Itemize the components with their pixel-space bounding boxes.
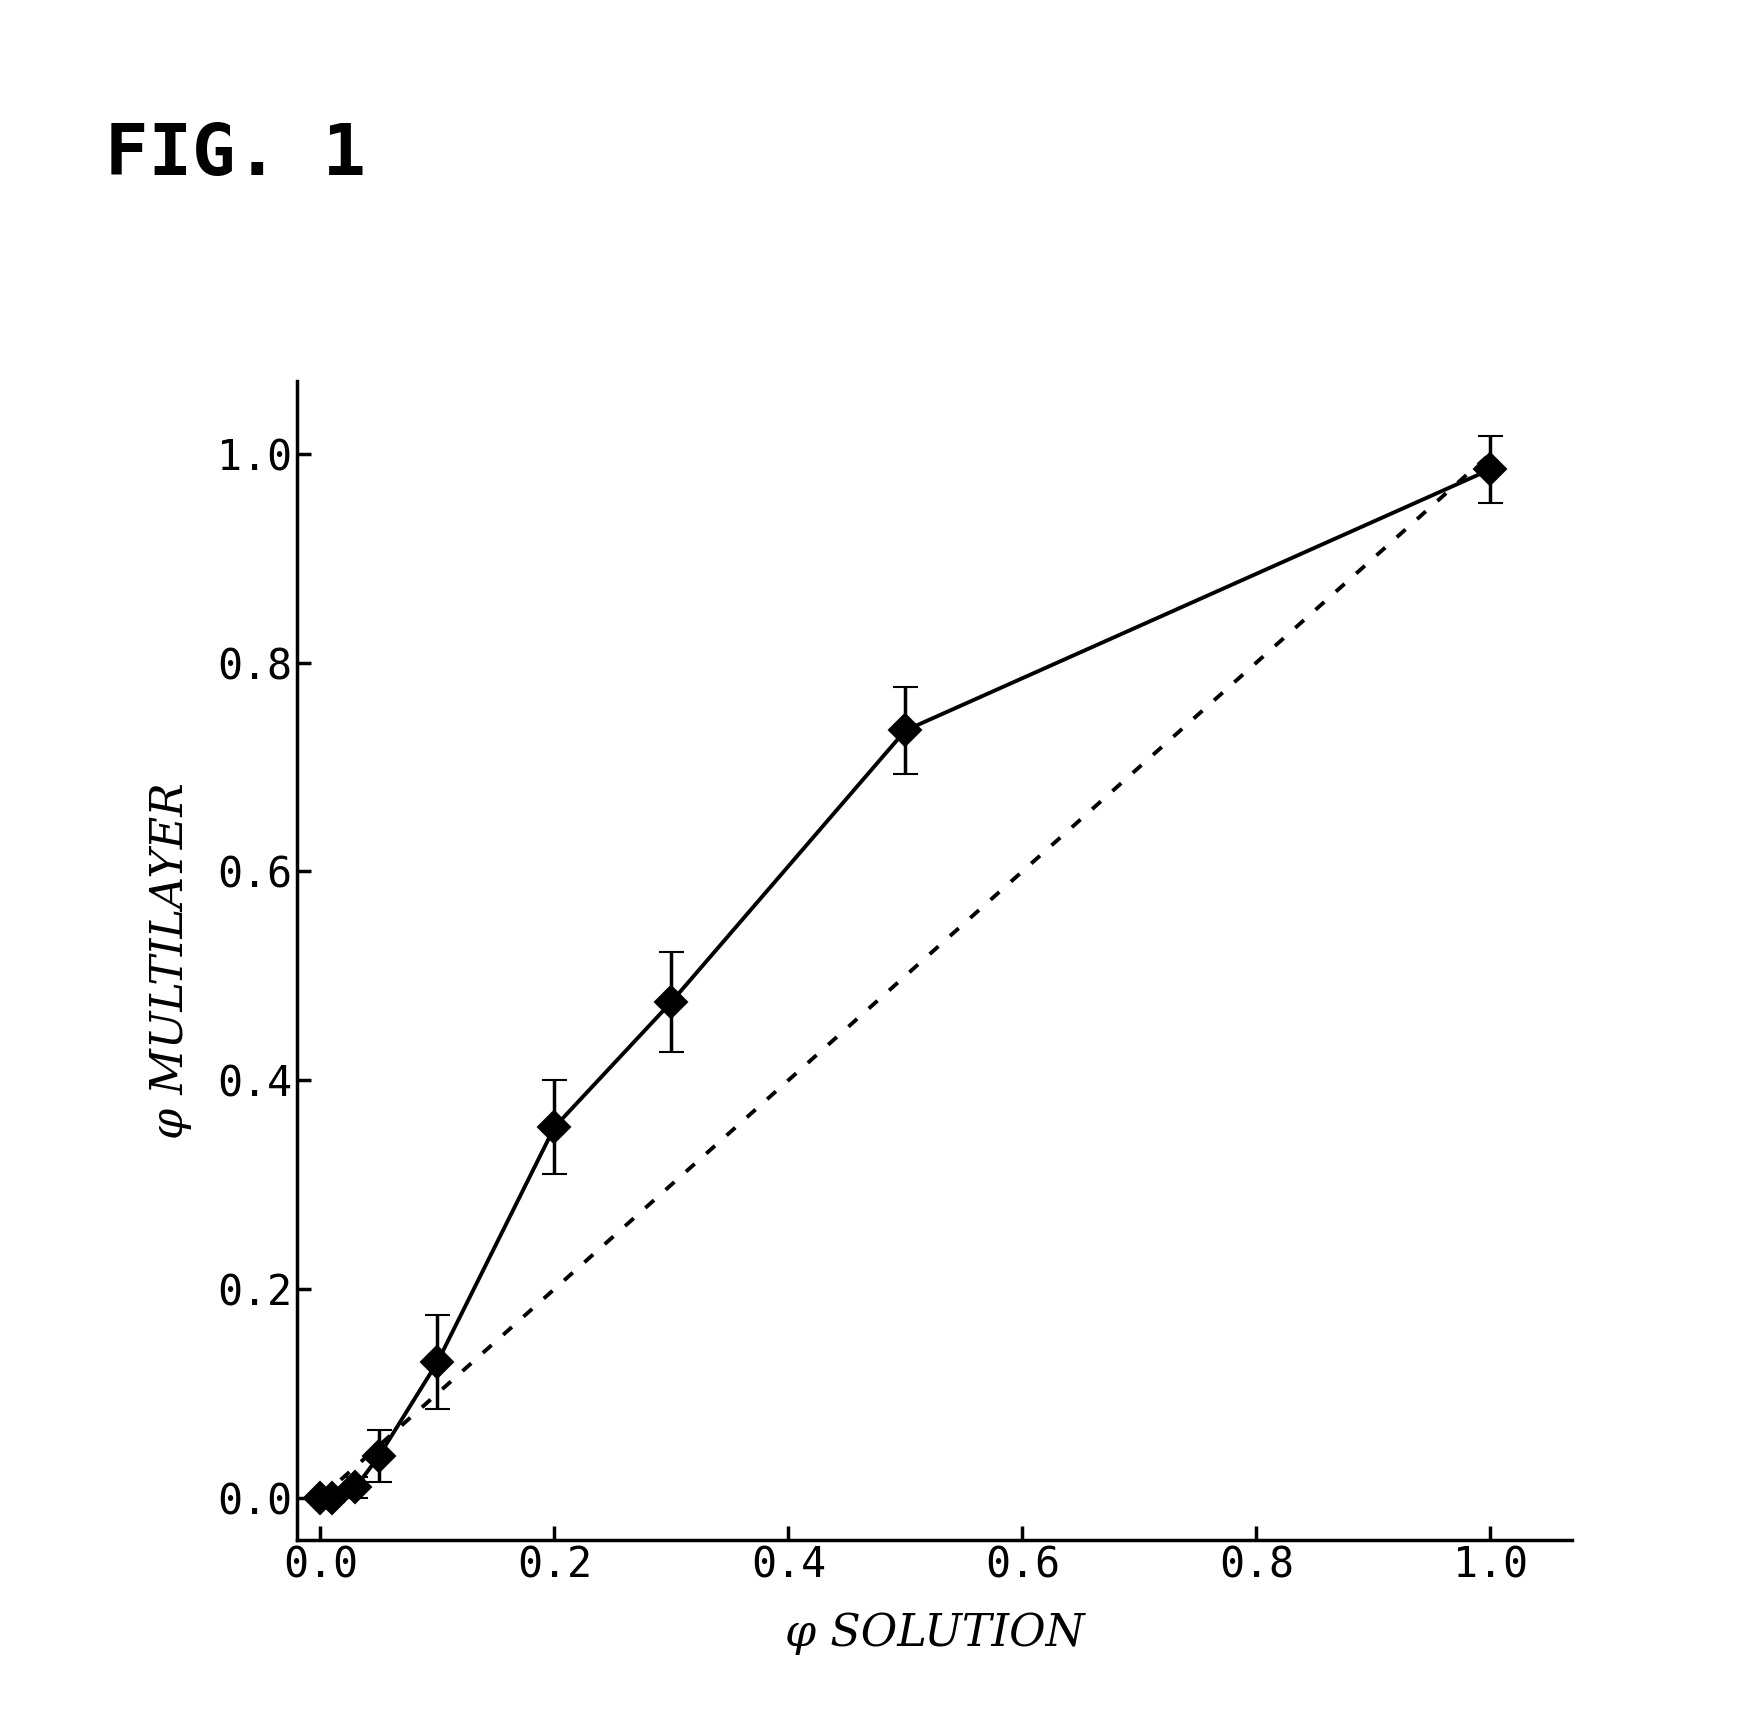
Y-axis label: φ MULTILAYER: φ MULTILAYER: [148, 782, 192, 1138]
X-axis label: φ SOLUTION: φ SOLUTION: [784, 1612, 1085, 1654]
Text: FIG. 1: FIG. 1: [105, 121, 365, 190]
